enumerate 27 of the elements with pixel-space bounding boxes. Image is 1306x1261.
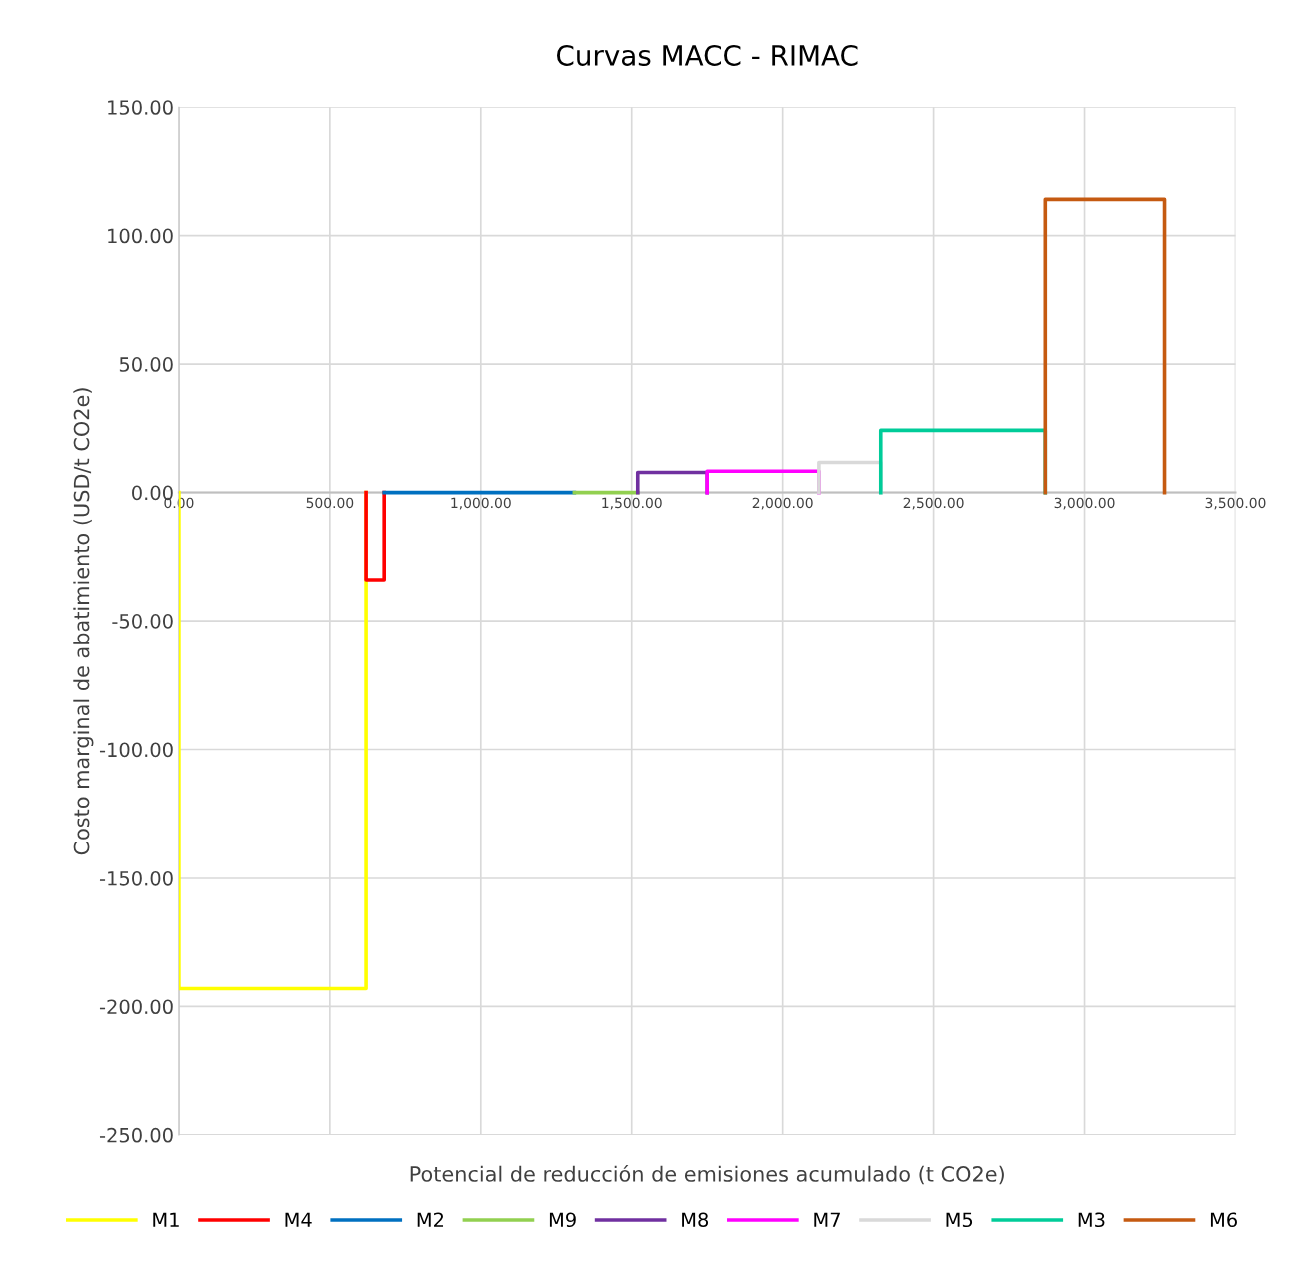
y-tick-label: -250.00 [99, 1127, 173, 1143]
x-tick-label: 3,000.00 [1054, 497, 1115, 510]
legend-label: M8 [682, 1212, 709, 1228]
legend-label: M1 [153, 1212, 179, 1227]
y-tick-label: -50.00 [112, 614, 173, 629]
legend-label: M9 [549, 1212, 576, 1228]
y-tick-label: 50.00 [119, 357, 173, 372]
y-tick-label: 150.00 [108, 100, 173, 115]
y-tick-label: 100.00 [108, 228, 173, 244]
x-tick-label: 1,000.00 [451, 497, 511, 510]
legend-label: M3 [1078, 1212, 1105, 1228]
legend-label: M4 [285, 1212, 312, 1227]
legend-label: M7 [814, 1212, 840, 1227]
x-tick-label: 500.00 [306, 497, 354, 509]
y-tick-label: -100.00 [99, 742, 173, 758]
y-tick-label: -150.00 [99, 870, 173, 886]
y-axis-title: Costo marginal de abatimiento (USD/t CO2e) [73, 388, 94, 855]
x-tick-label: 3,500.00 [1205, 497, 1266, 510]
legend-label: M5 [946, 1212, 973, 1228]
chart-title: Curvas MACC - RIMAC [557, 44, 858, 66]
y-tick-label: -200.00 [99, 999, 173, 1015]
legend-label: M2 [417, 1212, 444, 1227]
x-tick-label: 1,500.00 [602, 497, 662, 510]
legend-label: M6 [1210, 1212, 1237, 1228]
x-axis-title: Potencial de reducción de emisiones acumulado (t CO2e) [410, 1164, 1004, 1185]
x-tick-label: 2,500.00 [903, 497, 964, 510]
x-tick-label: 2,000.00 [752, 497, 813, 510]
